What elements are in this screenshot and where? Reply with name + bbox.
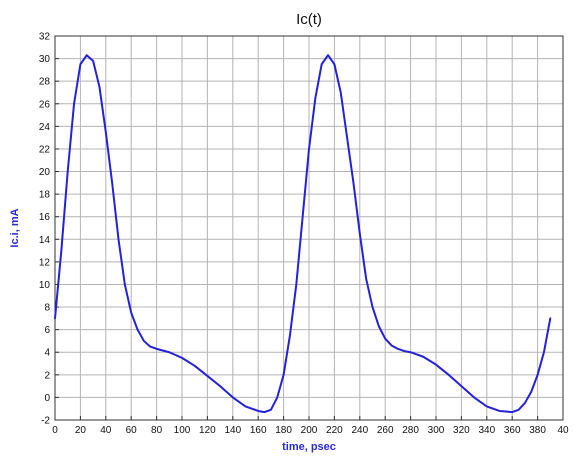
- y-tick-label: 16: [39, 212, 51, 223]
- x-tick-label: 100: [174, 425, 191, 436]
- y-tick-label: 2: [44, 370, 50, 381]
- series-line: [54, 54, 552, 414]
- y-tick-label: 32: [39, 32, 51, 43]
- x-tick-label: 260: [377, 425, 394, 436]
- x-tick-label: 140: [224, 425, 241, 436]
- x-tick-label: 340: [478, 425, 495, 436]
- y-tick-label: 22: [39, 144, 51, 155]
- y-axis-label: Ic.i, mA: [9, 208, 21, 247]
- y-tick-label: 24: [39, 122, 51, 133]
- x-tick-label: 60: [126, 425, 138, 436]
- x-tick-labels: 0 20 40 60 80 100 120 140 160 180 200 220 240 260 280 3…: [52, 425, 569, 436]
- y-tick-label: 26: [39, 99, 51, 110]
- x-axis-label: time, psec: [282, 441, 336, 453]
- x-tick-label: 320: [453, 425, 470, 436]
- y-tick-label: 0: [44, 393, 50, 404]
- x-tick-label: 300: [428, 425, 445, 436]
- y-tick-label: 12: [39, 257, 51, 268]
- x-tick-label: 160: [250, 425, 267, 436]
- x-tick-label: 280: [402, 425, 419, 436]
- x-tick-label: 20: [75, 425, 87, 436]
- x-tick-label: 380: [529, 425, 546, 436]
- x-tick-label: 240: [351, 425, 368, 436]
- x-tick-label: 200: [301, 425, 318, 436]
- x-tick-label: 40: [100, 425, 112, 436]
- y-tick-label: -2: [41, 416, 50, 427]
- chart-title: Ic(t): [296, 11, 322, 28]
- y-tick-label: 6: [44, 325, 50, 336]
- y-tick-label: 10: [39, 280, 51, 291]
- y-tick-label: 20: [39, 167, 51, 178]
- x-tick-label: 0: [52, 425, 58, 436]
- x-tick-label: 40: [557, 425, 569, 436]
- x-tick-label: 80: [151, 425, 163, 436]
- y-tick-label: 8: [44, 303, 50, 314]
- y-tick-label: 28: [39, 77, 51, 88]
- x-tick-label: 360: [504, 425, 521, 436]
- y-tick-label: 18: [39, 190, 51, 201]
- x-tick-label: 120: [199, 425, 216, 436]
- x-tick-label: 180: [275, 425, 292, 436]
- grid: [54, 35, 564, 421]
- y-tick-label: 4: [44, 348, 50, 359]
- y-tick-label: 14: [39, 235, 51, 246]
- y-tick-label: 30: [39, 54, 51, 65]
- x-tick-label: 220: [326, 425, 343, 436]
